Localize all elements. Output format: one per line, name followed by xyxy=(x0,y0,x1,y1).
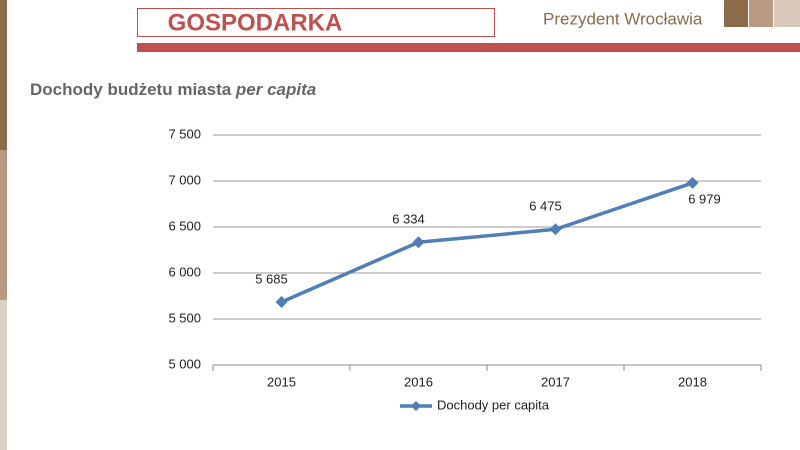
line xyxy=(280,181,694,304)
data-label: 5 685 xyxy=(255,271,288,286)
legend-marker xyxy=(411,401,421,411)
title-main: Dochody budżetu miasta xyxy=(30,80,232,99)
title-italic: per capita xyxy=(235,80,316,99)
point xyxy=(275,295,288,308)
x-tick-label: 2017 xyxy=(541,374,570,389)
header-title: GOSPODARKA xyxy=(168,9,343,36)
header-box xyxy=(137,8,495,37)
y-tick-label: 5 000 xyxy=(168,356,201,371)
left-strip xyxy=(0,150,7,300)
data-label: 6 475 xyxy=(529,199,562,214)
y-tick-label: 7 500 xyxy=(168,126,201,141)
header-bar xyxy=(137,43,800,52)
point xyxy=(686,176,699,189)
x-tick-label: 2015 xyxy=(267,374,296,389)
legend-label: Dochody per capita xyxy=(437,397,550,412)
data-label: 6 334 xyxy=(392,212,425,227)
x-tick-label: 2016 xyxy=(404,374,433,389)
logo-square xyxy=(749,0,773,27)
y-tick-label: 6 500 xyxy=(168,218,201,233)
point xyxy=(549,223,562,236)
chart-title: Dochody budżetu miasta per capita xyxy=(30,80,316,99)
left-strip xyxy=(0,0,7,150)
logo-square xyxy=(724,0,748,27)
y-tick-label: 5 500 xyxy=(168,310,201,325)
logo-square xyxy=(774,0,800,27)
left-strip xyxy=(0,300,7,450)
y-tick-label: 7 000 xyxy=(168,172,201,187)
data-label: 6 979 xyxy=(688,191,721,206)
point xyxy=(412,236,425,249)
y-tick-label: 6 000 xyxy=(168,264,201,279)
logo-text: Prezydent Wrocławia xyxy=(543,9,703,28)
x-tick-label: 2018 xyxy=(678,374,707,389)
